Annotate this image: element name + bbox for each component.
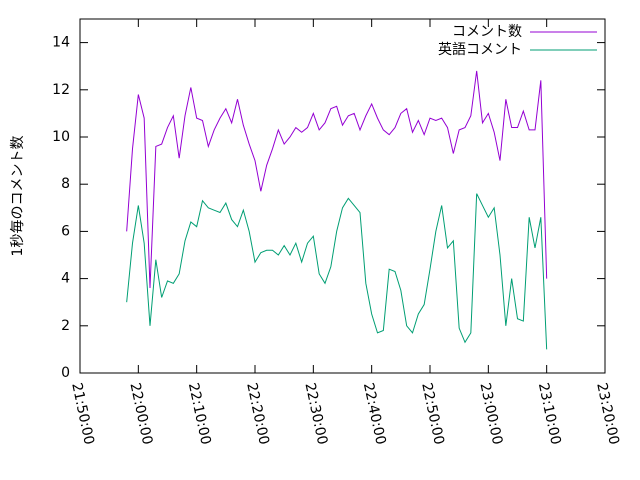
- y-tick-label: 2: [61, 318, 70, 334]
- x-tick-label: 23:00:00: [477, 381, 506, 446]
- x-tick-label: 23:20:00: [593, 381, 622, 446]
- x-tick-label: 22:30:00: [302, 381, 331, 446]
- y-axis-label: 1秒毎のコメント数: [10, 136, 26, 257]
- series-line: [126, 193, 548, 350]
- x-tick-label: 21:50:00: [68, 381, 97, 446]
- x-tick-label: 22:50:00: [418, 381, 447, 446]
- legend-label: コメント数: [452, 24, 522, 40]
- y-tick-label: 6: [61, 223, 70, 239]
- x-tick-label: 22:10:00: [185, 381, 214, 446]
- x-tick-label: 22:00:00: [127, 381, 156, 446]
- y-tick-label: 0: [61, 365, 70, 381]
- y-tick-label: 8: [61, 176, 70, 192]
- plot-frame: [79, 18, 606, 374]
- x-tick-label: 23:10:00: [535, 381, 564, 446]
- series-line: [126, 70, 548, 289]
- x-tick-label: 22:40:00: [360, 381, 389, 446]
- y-tick-label: 12: [52, 82, 70, 98]
- y-tick-label: 10: [52, 129, 70, 145]
- legend-label: 英語コメント: [438, 41, 522, 58]
- y-tick-label: 14: [52, 35, 70, 51]
- y-tick-label: 4: [61, 271, 70, 287]
- x-tick-label: 22:20:00: [243, 381, 272, 446]
